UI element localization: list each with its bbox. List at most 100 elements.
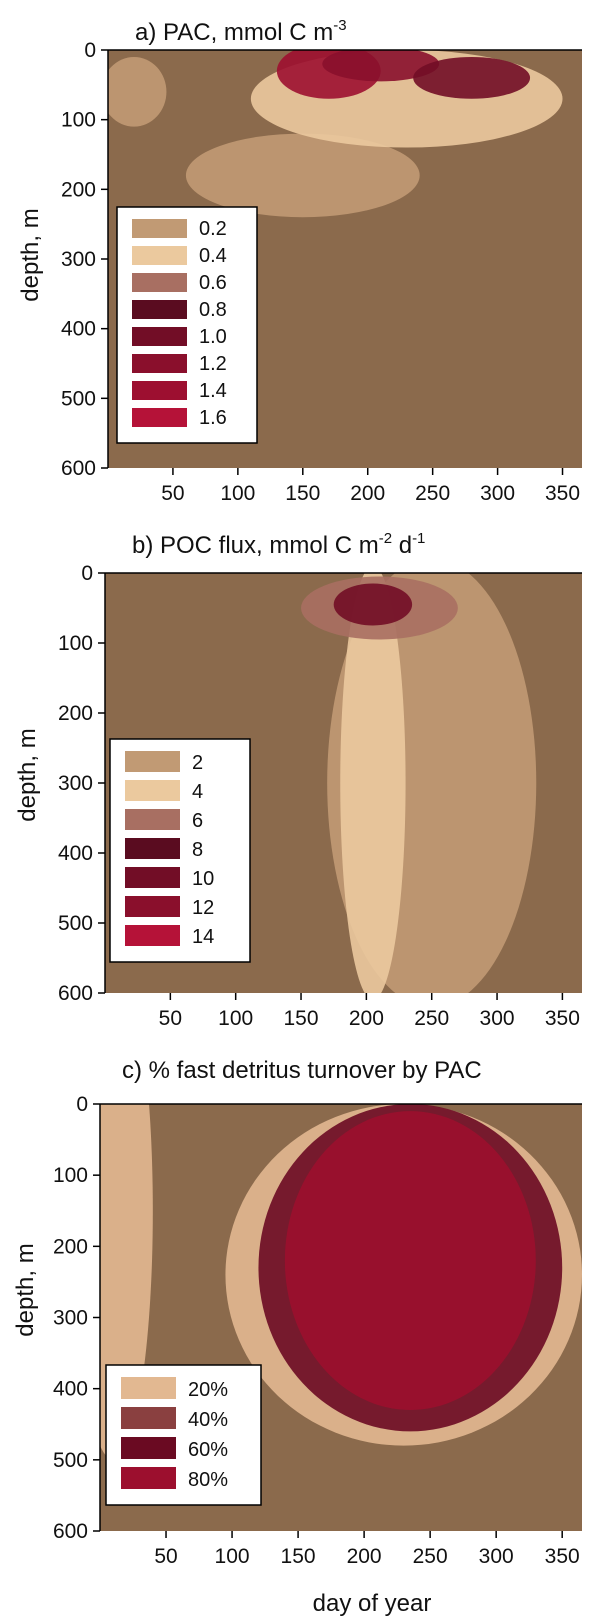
x-tick-label: 200 [347, 1545, 382, 1568]
y-tick-label: 0 [76, 1093, 88, 1116]
legend-swatch [132, 273, 187, 292]
legend-label: 1.2 [199, 353, 227, 375]
x-tick-label: 250 [414, 1007, 449, 1030]
legend-label: 0.6 [199, 272, 227, 294]
y-tick-label: 300 [61, 248, 96, 271]
x-tick-label: 150 [284, 1007, 319, 1030]
y-tick-label: 500 [53, 1449, 88, 1472]
y-tick-label: 500 [61, 387, 96, 410]
legend-swatch [125, 838, 180, 859]
legend-swatch [125, 896, 180, 917]
y-tick-label: 200 [53, 1235, 88, 1258]
legend-swatch [121, 1407, 176, 1429]
legend-swatch [132, 408, 187, 427]
panel-b-y-axis-label: depth, m [14, 728, 41, 821]
x-tick-label: 50 [159, 1007, 182, 1030]
panel-c-x-axis-label: day of year [313, 1590, 432, 1617]
legend: 2 4 6 8 10 12 14 [109, 738, 251, 963]
x-tick-label: 100 [220, 482, 255, 505]
x-tick-label: 150 [285, 482, 320, 505]
x-tick-label: 150 [281, 1545, 316, 1568]
y-tick-label: 0 [81, 562, 93, 585]
legend-swatch [125, 751, 180, 772]
legend-label: 4 [192, 781, 203, 803]
legend-label: 60% [188, 1439, 228, 1461]
contour-blob [185, 133, 420, 218]
y-tick-label: 200 [58, 702, 93, 725]
panel-a-plot-area: 0 100 200 300 400 500 600 50 100 150 200 250 300 350 0… [61, 39, 582, 505]
legend-swatch [132, 219, 187, 238]
legend-swatch [132, 246, 187, 265]
legend-swatch [132, 300, 187, 319]
x-tick-label: 200 [349, 1007, 384, 1030]
legend-swatch [121, 1377, 176, 1399]
y-tick-label: 400 [61, 318, 96, 341]
x-tick-label: 250 [413, 1545, 448, 1568]
panel-c-title: c) % fast detritus turnover by PAC [122, 1057, 482, 1084]
contour-blob [413, 56, 531, 99]
x-tick-label: 250 [415, 482, 450, 505]
x-tick-label: 350 [545, 1545, 580, 1568]
x-tick-label: 100 [218, 1007, 253, 1030]
y-tick-label: 600 [58, 982, 93, 1005]
x-tick-label: 350 [545, 482, 580, 505]
panel-b-title: b) POC flux, mmol C m-2 d-1 [132, 530, 425, 559]
y-tick-label: 400 [53, 1378, 88, 1401]
legend-label: 1.6 [199, 407, 227, 429]
contour-blob [340, 573, 406, 993]
contour-field [100, 1104, 582, 1460]
legend: 0.2 0.4 0.6 0.8 1.0 1.2 1.4 1.6 [116, 206, 258, 444]
legend-label: 80% [188, 1469, 228, 1491]
panel-b-plot-area: 0 100 200 300 400 500 600 50 100 150 200 250 300 350 2… [58, 562, 582, 1030]
contour-blob [108, 56, 167, 127]
legend-box [116, 206, 258, 444]
panel-b: b) POC flux, mmol C m-2 d-1 0 100 200 300 40… [14, 530, 582, 1030]
panel-a: a) PAC, mmol C m-3 0 100 200 300 400 500 600 50… [17, 17, 582, 505]
contour-blob [333, 583, 413, 626]
x-tick-label: 300 [480, 482, 515, 505]
y-tick-label: 100 [53, 1164, 88, 1187]
legend-swatch [125, 925, 180, 946]
legend-label: 0.8 [199, 299, 227, 321]
panel-a-y-axis-label: depth, m [17, 208, 44, 301]
x-tick-label: 50 [154, 1545, 177, 1568]
contour-blob [322, 50, 440, 82]
contour-blob [284, 1111, 536, 1411]
legend-label: 0.4 [199, 245, 227, 267]
panel-c: c) % fast detritus turnover by PAC 0 100 2… [12, 1057, 582, 1617]
legend-swatch [125, 867, 180, 888]
x-tick-label: 100 [215, 1545, 250, 1568]
legend-label: 40% [188, 1409, 228, 1431]
x-tick-label: 300 [480, 1007, 515, 1030]
x-tick-label: 300 [479, 1545, 514, 1568]
legend-label: 14 [192, 926, 214, 948]
legend-label: 0.2 [199, 218, 227, 240]
panel-c-y-axis-label: depth, m [12, 1243, 39, 1336]
legend-swatch [125, 780, 180, 801]
legend-swatch [132, 381, 187, 400]
legend-label: 6 [192, 810, 203, 832]
legend-label: 1.0 [199, 326, 227, 348]
y-tick-label: 100 [58, 632, 93, 655]
legend-label: 8 [192, 839, 203, 861]
x-tick-label: 50 [161, 482, 184, 505]
legend-label: 10 [192, 868, 214, 890]
y-tick-label: 600 [53, 1520, 88, 1543]
x-tick-label: 350 [545, 1007, 580, 1030]
legend-swatch [121, 1467, 176, 1489]
x-tick-label: 200 [350, 482, 385, 505]
legend-label: 1.4 [199, 380, 227, 402]
legend-swatch [125, 809, 180, 830]
y-tick-label: 200 [61, 178, 96, 201]
legend-label: 20% [188, 1379, 228, 1401]
y-tick-label: 500 [58, 912, 93, 935]
panel-c-plot-area: 0 100 200 300 400 500 600 50 100 150 200 250 300 350 2… [53, 1093, 582, 1568]
panel-a-title: a) PAC, mmol C m-3 [135, 17, 347, 46]
y-tick-label: 600 [61, 457, 96, 480]
legend-swatch [121, 1437, 176, 1459]
y-tick-label: 300 [58, 772, 93, 795]
contour-field [108, 50, 563, 218]
y-tick-label: 300 [53, 1307, 88, 1330]
legend: 20% 40% 60% 80% [105, 1364, 262, 1506]
